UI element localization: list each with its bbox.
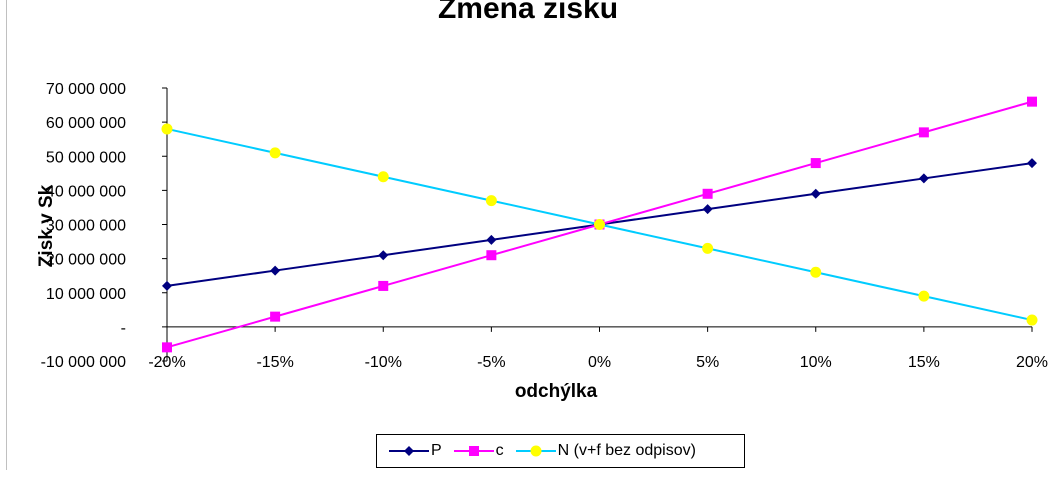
y-axis-title: Zisk v Sk <box>36 184 57 267</box>
legend-item: N (v+f bez odpisov) <box>515 442 696 460</box>
data-point <box>485 195 497 207</box>
data-point <box>810 158 821 169</box>
data-point <box>918 127 929 138</box>
data-point <box>810 188 821 199</box>
chart-title: Zmena zisku <box>438 0 618 25</box>
y-tick-label: 40 000 000 <box>46 183 126 200</box>
data-point <box>918 290 930 302</box>
legend-swatch <box>389 446 429 456</box>
data-point <box>378 280 389 291</box>
data-point <box>702 242 714 254</box>
y-tick-label: - <box>121 320 126 337</box>
y-tick-label: 50 000 000 <box>46 149 126 166</box>
legend-label: N (v+f bez odpisov) <box>557 442 696 459</box>
x-tick-label: 15% <box>908 354 940 371</box>
data-point <box>378 250 389 261</box>
series-layer <box>161 96 1038 353</box>
x-tick-label: 0% <box>588 354 611 371</box>
y-tick-label: -10 000 000 <box>41 354 127 371</box>
y-tick-label: 60 000 000 <box>46 115 126 132</box>
y-tick-label: 30 000 000 <box>46 218 126 235</box>
x-tick-label: 5% <box>696 354 719 371</box>
y-tick-label: 10 000 000 <box>46 286 126 303</box>
x-axis-title: odchýlka <box>515 381 598 402</box>
legend-item: P <box>389 442 442 460</box>
data-point <box>270 265 281 276</box>
data-point <box>918 173 929 184</box>
data-point <box>702 188 713 199</box>
series-3 <box>161 123 1038 326</box>
legend-label: c <box>495 442 504 459</box>
x-tick-label: 20% <box>1016 354 1048 371</box>
data-point <box>486 250 497 261</box>
x-tick-label: -15% <box>256 354 293 371</box>
data-point <box>810 266 822 278</box>
y-axis: 70 000 000 60 000 000 50 000 000 40 000 000… <box>41 81 167 371</box>
data-point <box>702 204 713 215</box>
data-point <box>594 219 605 230</box>
data-point <box>162 280 172 291</box>
data-point <box>486 234 497 245</box>
x-tick-label: -10% <box>365 354 402 371</box>
y-tick-label: 20 000 000 <box>46 252 126 269</box>
legend-swatch <box>453 446 494 456</box>
data-point <box>1026 314 1038 326</box>
chart-frame-edge <box>6 0 7 470</box>
data-point <box>270 311 281 322</box>
data-point <box>1027 96 1037 107</box>
legend-swatch <box>515 445 556 457</box>
data-point <box>1027 158 1037 169</box>
data-point <box>161 123 173 135</box>
line-chart: Zmena zisku 70 000 000 60 000 000 50 000 0… <box>36 0 1048 402</box>
data-point <box>269 147 281 159</box>
x-axis: -20% -15% -10% -5% 0% 5% 10% 15% 20% <box>148 326 1048 371</box>
data-point <box>162 342 172 353</box>
x-tick-label: -20% <box>148 354 185 371</box>
y-tick-label: 70 000 000 <box>46 81 126 98</box>
legend-item: c <box>453 442 504 460</box>
data-point <box>377 171 389 183</box>
x-tick-label: 10% <box>800 354 832 371</box>
legend-label: P <box>431 442 442 459</box>
x-tick-label: -5% <box>477 354 505 371</box>
